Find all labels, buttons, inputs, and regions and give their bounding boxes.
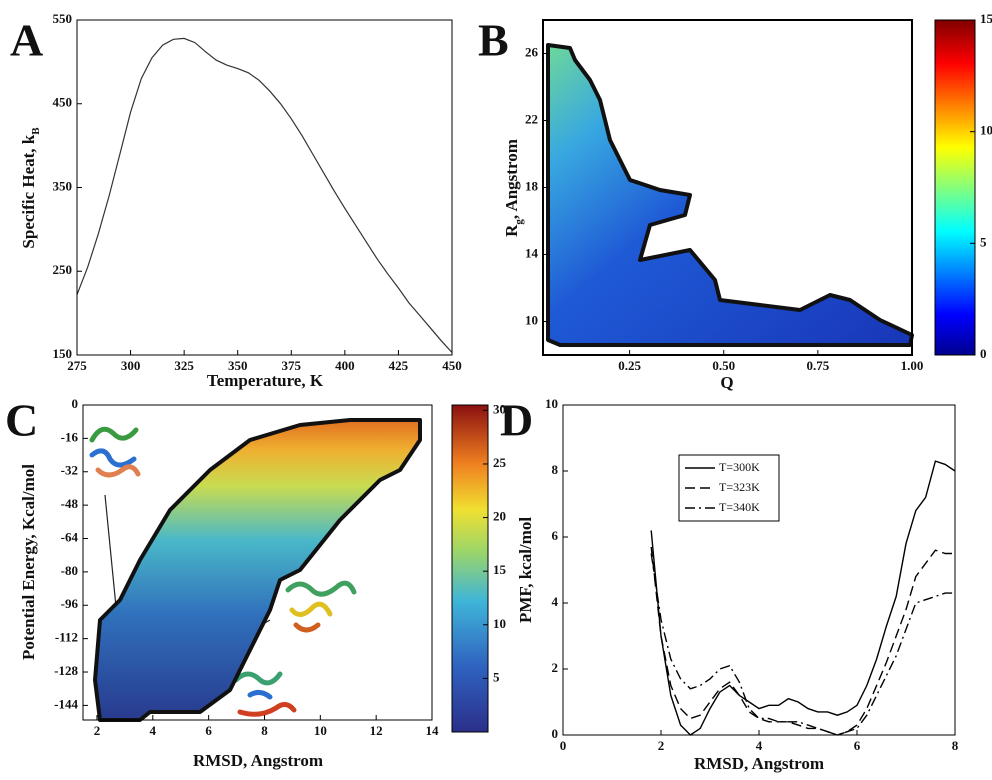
y-tick-label: 2 bbox=[552, 660, 559, 675]
x-tick-label: 450 bbox=[442, 358, 462, 373]
colorbar-tick-label: 15 bbox=[980, 11, 992, 26]
x-tick-label: 8 bbox=[261, 723, 268, 738]
x-tick-label: 400 bbox=[335, 358, 355, 373]
y-tick-label: 350 bbox=[53, 178, 73, 193]
x-tick-label: 0.25 bbox=[618, 358, 641, 373]
y-tick-label: 450 bbox=[53, 95, 73, 110]
y-tick-label: 6 bbox=[552, 528, 559, 543]
y-tick-label: -128 bbox=[54, 663, 78, 678]
x-tick-label: 6 bbox=[854, 738, 861, 753]
y-tick-label: 26 bbox=[525, 44, 539, 59]
x-tick-label: 1.00 bbox=[901, 358, 924, 373]
colorbar-tick-label: 10 bbox=[493, 616, 506, 631]
y-axis-label-part: , Angstrom bbox=[502, 139, 521, 219]
x-tick-label: 14 bbox=[426, 723, 440, 738]
x-axis-label: Temperature, K bbox=[207, 371, 324, 390]
y-axis-label: Specific Heat, kB bbox=[19, 127, 42, 249]
y-tick-label: -80 bbox=[61, 563, 78, 578]
legend-label: T=300K bbox=[719, 460, 760, 474]
colorbar-tick-label: 15 bbox=[493, 562, 507, 577]
x-tick-label: 0.50 bbox=[712, 358, 735, 373]
y-axis-label-part: g bbox=[513, 219, 525, 225]
density-region bbox=[546, 43, 914, 347]
x-tick-label: 8 bbox=[952, 738, 959, 753]
y-tick-label: 10 bbox=[545, 396, 558, 411]
colorbar-tick-label: 0 bbox=[980, 346, 987, 361]
x-axis-label: Q bbox=[720, 373, 733, 392]
colorbar bbox=[451, 404, 489, 733]
x-tick-label: 300 bbox=[121, 358, 141, 373]
series-line bbox=[650, 460, 956, 736]
series-line bbox=[650, 553, 955, 736]
plot-frame bbox=[82, 404, 433, 721]
y-tick-label: 8 bbox=[552, 462, 559, 477]
plot-frame bbox=[76, 19, 453, 356]
x-tick-label: 350 bbox=[228, 358, 248, 373]
y-axis-label: Rg, Angstrom bbox=[502, 139, 525, 237]
colorbar-tick-label: 25 bbox=[493, 455, 507, 470]
y-tick-label: 4 bbox=[552, 594, 559, 609]
y-tick-label: 10 bbox=[525, 312, 538, 327]
legend-box bbox=[678, 454, 780, 522]
panel-letter: A bbox=[10, 15, 43, 66]
x-tick-label: 4 bbox=[150, 723, 157, 738]
x-tick-label: 0.75 bbox=[806, 358, 829, 373]
x-tick-label: 4 bbox=[756, 738, 763, 753]
x-tick-label: 2 bbox=[94, 723, 101, 738]
x-tick-label: 0 bbox=[560, 738, 567, 753]
panel-letter: C bbox=[5, 395, 38, 446]
panel-letter: D bbox=[500, 395, 533, 446]
y-tick-label: 0 bbox=[72, 396, 79, 411]
legend-label: T=323K bbox=[719, 480, 760, 494]
x-tick-label: 6 bbox=[205, 723, 212, 738]
x-tick-label: 425 bbox=[389, 358, 409, 373]
y-tick-label: 550 bbox=[53, 11, 73, 26]
y-tick-label: 250 bbox=[53, 262, 73, 277]
y-tick-label: 18 bbox=[525, 178, 539, 193]
x-tick-label: 325 bbox=[174, 358, 194, 373]
y-tick-label: 0 bbox=[552, 726, 559, 741]
y-tick-label: 14 bbox=[525, 245, 539, 260]
x-tick-label: 10 bbox=[314, 723, 327, 738]
colorbar bbox=[934, 19, 976, 356]
series-line bbox=[650, 546, 955, 736]
density-region bbox=[93, 418, 422, 722]
x-axis-label: RMSD, Angstrom bbox=[694, 754, 824, 773]
colorbar-tick-label: 10 bbox=[980, 123, 992, 138]
x-tick-label: 2 bbox=[658, 738, 665, 753]
y-tick-label: -96 bbox=[61, 596, 79, 611]
colorbar-tick-label: 5 bbox=[493, 669, 500, 684]
y-tick-label: -144 bbox=[54, 696, 78, 711]
y-axis-label: Potential Energy, Kcal/mol bbox=[19, 464, 38, 660]
x-tick-label: 275 bbox=[67, 358, 87, 373]
y-axis-label-part: B bbox=[30, 127, 42, 135]
x-tick-label: 12 bbox=[370, 723, 383, 738]
y-tick-label: -32 bbox=[61, 463, 78, 478]
colorbar-tick-label: 30 bbox=[493, 401, 506, 416]
x-axis-label: RMSD, Angstrom bbox=[193, 751, 323, 770]
colorbar-tick-label: 20 bbox=[493, 509, 506, 524]
y-axis-label-part: Specific Heat, k bbox=[19, 134, 38, 248]
y-tick-label: 22 bbox=[525, 111, 538, 126]
y-tick-label: -112 bbox=[55, 630, 78, 645]
y-tick-label: -64 bbox=[61, 529, 79, 544]
y-axis-label: PMF, kcal/mol bbox=[516, 517, 535, 623]
y-tick-label: 150 bbox=[53, 346, 73, 361]
colorbar-tick-label: 5 bbox=[980, 234, 987, 249]
decoration bbox=[89, 426, 357, 717]
x-tick-label: 375 bbox=[282, 358, 302, 373]
y-axis-label-part: R bbox=[502, 224, 521, 237]
curve bbox=[76, 37, 453, 353]
y-tick-label: -16 bbox=[61, 429, 79, 444]
panel-letter: B bbox=[478, 15, 509, 66]
legend-label: T=340K bbox=[719, 500, 760, 514]
y-tick-label: -48 bbox=[61, 496, 79, 511]
